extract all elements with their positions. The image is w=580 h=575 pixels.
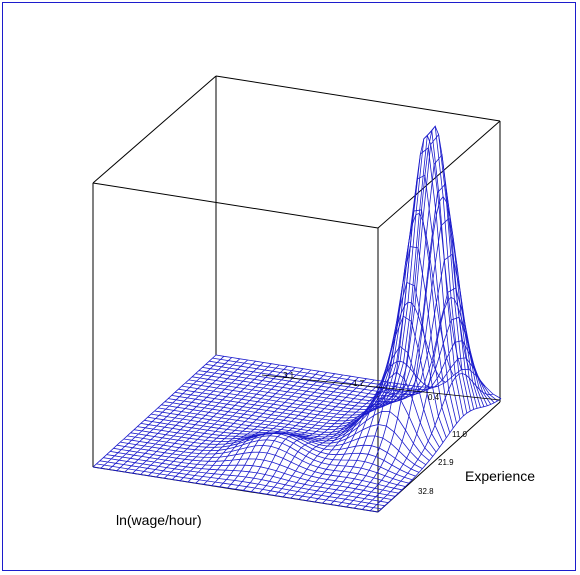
- x-tick-label: 0.4: [428, 393, 440, 402]
- mesh-line: [198, 253, 485, 407]
- mesh-line: [161, 281, 447, 438]
- mesh-line: [174, 147, 461, 420]
- mesh-line: [192, 182, 478, 409]
- mesh-line: [171, 174, 457, 424]
- mesh-line: [99, 460, 385, 507]
- mesh-line: [354, 195, 478, 509]
- y-tick-label: 11.0: [452, 430, 468, 439]
- chart-frame: [2, 2, 576, 571]
- mesh-line: [209, 340, 495, 404]
- mesh-line: [127, 435, 413, 481]
- mesh-line: [116, 444, 402, 491]
- mesh-line: [106, 454, 392, 500]
- mesh-line: [185, 133, 471, 412]
- mesh-line: [212, 357, 498, 402]
- mesh-line: [215, 354, 502, 399]
- surface-mesh: [92, 125, 502, 513]
- mesh-line: [181, 125, 468, 414]
- mesh-line: [168, 209, 454, 429]
- box-edge: [92, 182, 379, 229]
- mesh-line: [205, 316, 492, 405]
- mesh-line: [103, 457, 389, 503]
- x-axis-line: [261, 374, 501, 401]
- x-tick-labels: 3.1 1.7 0.4: [261, 371, 501, 402]
- mesh-line: [110, 451, 396, 497]
- y-tick-label: 32.8: [418, 487, 434, 496]
- mesh-line: [96, 463, 382, 510]
- mesh-line: [178, 129, 464, 416]
- box-edge: [377, 120, 501, 229]
- x-tick-label: 3.1: [283, 371, 295, 380]
- mesh-line: [188, 153, 475, 410]
- x-tick-label: 1.7: [353, 379, 365, 388]
- y-axis-title: Experience: [465, 468, 535, 484]
- mesh-line: [154, 345, 440, 448]
- mesh-line: [123, 438, 409, 484]
- mesh-line: [195, 217, 481, 408]
- mesh-line: [202, 287, 488, 406]
- mesh-line: [120, 441, 406, 487]
- y-tick-labels: 11.0 21.9 32.8: [418, 430, 468, 496]
- mesh-line: [92, 466, 379, 513]
- x-axis-title: ln(wage/hour): [116, 512, 202, 528]
- y-tick-label: 21.9: [438, 458, 454, 467]
- box-edge: [92, 75, 217, 184]
- box-edge: [215, 75, 501, 122]
- mesh-line: [113, 447, 399, 494]
